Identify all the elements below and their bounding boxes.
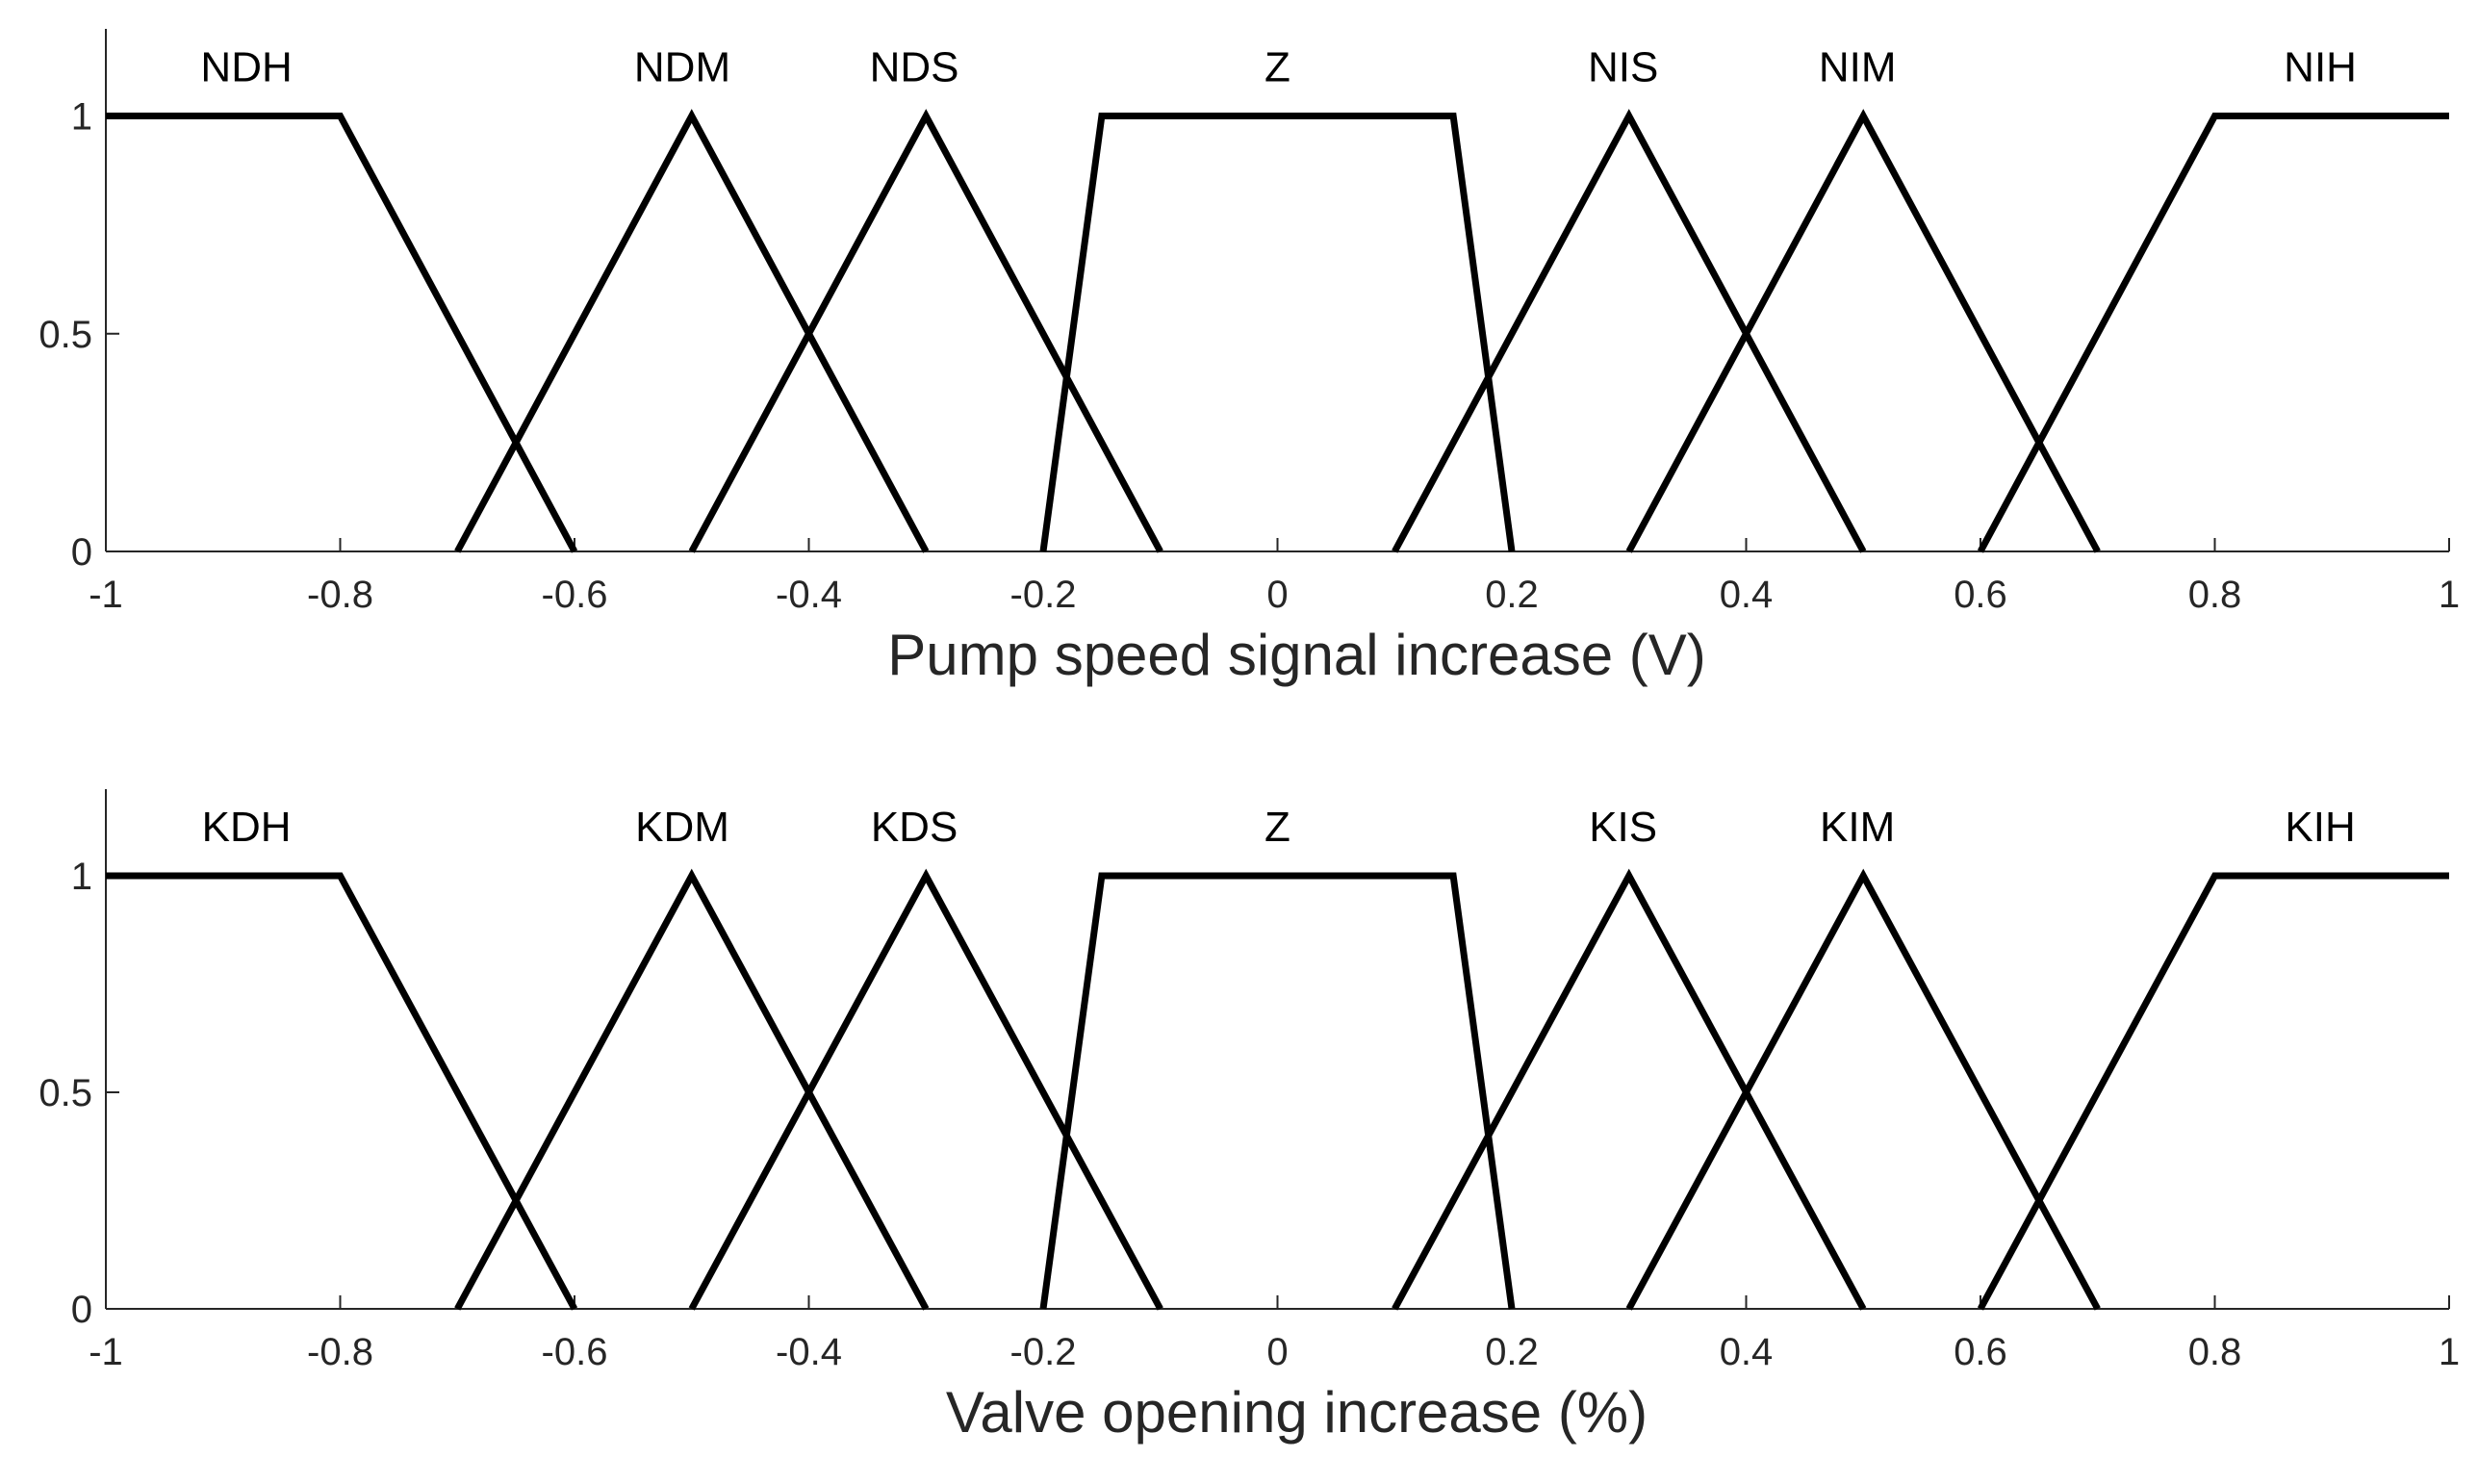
pump-speed-x-tick-label: 0.2: [1485, 574, 1539, 616]
valve-opening-mf-label-kim: KIM: [1820, 804, 1895, 851]
pump-speed-mf-label-ndh: NDH: [200, 43, 292, 90]
valve-opening-y-tick-label: 0: [71, 1289, 92, 1331]
valve-opening-x-tick-label: -0.2: [1010, 1331, 1077, 1373]
pump-speed-mf-label-nis: NIS: [1588, 43, 1658, 90]
pump-speed-mf-nim: [1625, 109, 2101, 553]
pump-speed-y-tick-label: 0: [71, 531, 92, 574]
pump-speed-y-tick-label: 1: [71, 96, 92, 139]
pump-speed-mf-z: [1039, 113, 1516, 552]
valve-opening-mf-z: [1039, 872, 1516, 1310]
pump-speed-mf-ndh: [106, 113, 578, 553]
pump-speed-x-tick-label: 0.6: [1954, 574, 2007, 616]
valve-opening-x-tick-label: 0: [1266, 1331, 1288, 1373]
pump-speed-mf-label-nds: NDS: [870, 43, 959, 90]
pump-speed-x-tick-label: 0: [1266, 574, 1288, 616]
pump-speed-x-tick-label: 0.8: [2188, 574, 2242, 616]
pump-speed-y-tick-label: 0.5: [38, 314, 92, 356]
pump-speed-mf-ndm: [454, 109, 930, 553]
pump-speed-x-axis-label: Pump speed signal increase (V): [887, 623, 1705, 687]
pump-speed-membership-plot: -1 -0.8 -0.6 -0.4 -0.2 0 0.2 0.4 0.6 0.8 1 0 0.5 1 NDH…: [38, 29, 2460, 687]
pump-speed-mf-label-nih: NIH: [2284, 43, 2357, 90]
pump-speed-mf-nih: [1977, 113, 2449, 553]
valve-opening-membership-plot: -1 -0.8 -0.6 -0.4 -0.2 0 0.2 0.4 0.6 0.8 1 0 0.5 1 KDH…: [38, 789, 2460, 1445]
pump-speed-mf-label-nim: NIM: [1819, 43, 1897, 90]
valve-opening-x-tick-label: -0.6: [542, 1331, 608, 1373]
valve-opening-mf-label-kds: KDS: [871, 804, 958, 851]
valve-opening-mf-kdh: [106, 872, 578, 1311]
valve-opening-x-tick-label: 0.4: [1720, 1331, 1774, 1373]
valve-opening-x-tick-label: -0.4: [776, 1331, 842, 1373]
pump-speed-x-tick-label: -0.6: [542, 574, 608, 616]
valve-opening-mf-kds: [688, 868, 1163, 1311]
valve-opening-mf-kdm: [454, 868, 930, 1311]
valve-opening-mf-label-kdm: KDM: [635, 804, 729, 851]
valve-opening-x-tick-label: -1: [89, 1331, 123, 1373]
valve-opening-y-tick-label: 0.5: [38, 1072, 92, 1114]
pump-speed-mf-label-ndm: NDM: [634, 43, 730, 90]
valve-opening-mf-kis: [1392, 868, 1867, 1311]
valve-opening-y-tick-label: 1: [71, 856, 92, 898]
pump-speed-mf-nis: [1392, 109, 1867, 553]
valve-opening-x-tick-label: -0.8: [307, 1331, 373, 1373]
valve-opening-mf-label-kis: KIS: [1589, 804, 1657, 851]
pump-speed-x-tick-label: -0.2: [1010, 574, 1077, 616]
valve-opening-mf-label-kih: KIH: [2285, 804, 2355, 851]
valve-opening-mf-label-kdh: KDH: [202, 804, 292, 851]
pump-speed-mf-nds: [688, 109, 1163, 553]
valve-opening-x-tick-label: 0.6: [1954, 1331, 2007, 1373]
valve-opening-mf-label-z: Z: [1265, 804, 1290, 851]
pump-speed-x-tick-label: -1: [89, 574, 123, 616]
pump-speed-x-tick-label: 0.4: [1720, 574, 1774, 616]
pump-speed-x-tick-label: -0.8: [307, 574, 373, 616]
valve-opening-x-axis-label: Valve opening increase (%): [946, 1380, 1648, 1445]
valve-opening-x-tick-label: 0.8: [2188, 1331, 2242, 1373]
pump-speed-x-tick-label: -0.4: [776, 574, 842, 616]
pump-speed-mf-label-z: Z: [1265, 43, 1290, 90]
valve-opening-mf-kih: [1977, 872, 2449, 1311]
valve-opening-mf-kim: [1625, 868, 2101, 1311]
valve-opening-x-tick-label: 0.2: [1485, 1331, 1539, 1373]
pump-speed-x-tick-label: 1: [2439, 574, 2460, 616]
valve-opening-x-tick-label: 1: [2439, 1331, 2460, 1373]
